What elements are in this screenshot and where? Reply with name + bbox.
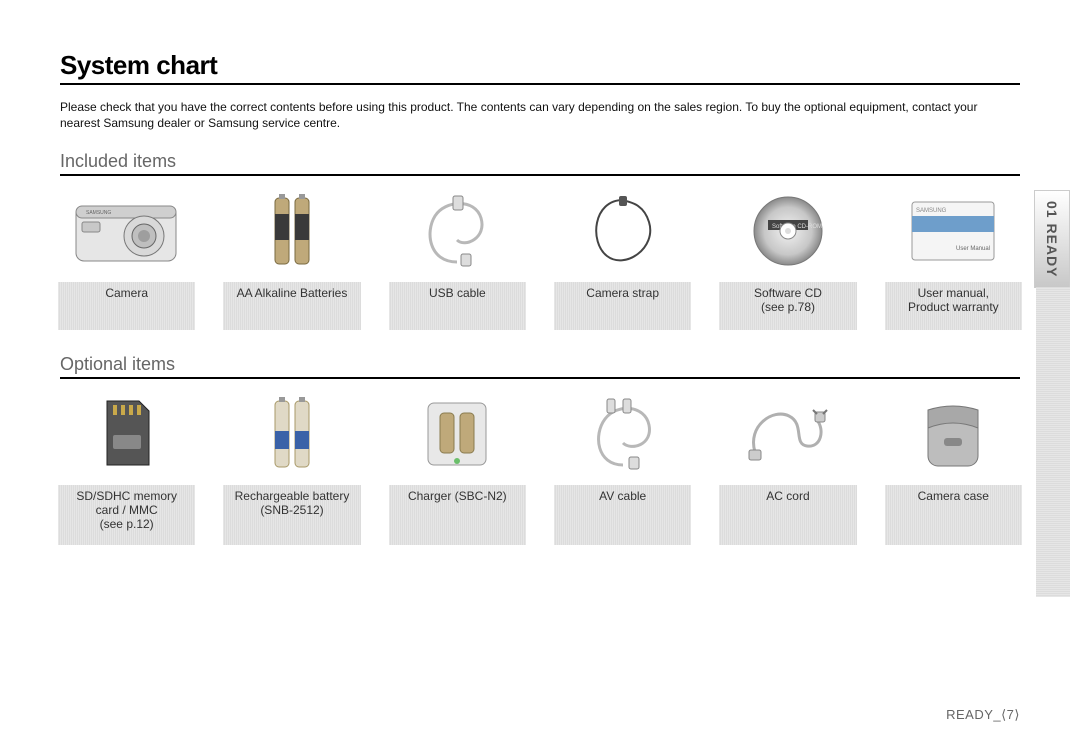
included-row: SAMSUNG Camera AA Alkaline Batteries — [60, 190, 1020, 330]
intro-text: Please check that you have the correct c… — [60, 99, 1020, 131]
item-manual: User Manual SAMSUNG User manual, Product… — [887, 190, 1020, 330]
item-camera: SAMSUNG Camera — [60, 190, 193, 330]
svg-text:SAMSUNG: SAMSUNG — [86, 210, 111, 216]
item-label: USB cable — [389, 282, 526, 330]
optional-row: SD/SDHC memory card / MMC (see p.12) Rec… — [60, 393, 1020, 545]
item-label: Charger (SBC-N2) — [389, 485, 526, 545]
item-ac: AC cord — [721, 393, 854, 545]
item-cd: Software CD-ROM Software CD (see p.78) — [721, 190, 854, 330]
svg-text:SAMSUNG: SAMSUNG — [916, 208, 947, 214]
item-label: User manual, Product warranty — [885, 282, 1022, 330]
item-batteries: AA Alkaline Batteries — [225, 190, 358, 330]
item-usb-cable: USB cable — [391, 190, 524, 330]
item-label: Rechargeable battery (SNB-2512) — [223, 485, 360, 545]
batteries-icon — [267, 190, 317, 272]
item-sd: SD/SDHC memory card / MMC (see p.12) — [60, 393, 193, 545]
page-footer: READY_⟨7⟩ — [946, 707, 1020, 723]
item-label: Camera strap — [554, 282, 691, 330]
side-strip — [1036, 287, 1070, 597]
item-label: SD/SDHC memory card / MMC (see p.12) — [58, 485, 195, 545]
item-label: AV cable — [554, 485, 691, 545]
sd-card-icon — [95, 393, 159, 475]
side-tab-label: 01 READY — [1044, 201, 1060, 277]
cd-icon: Software CD-ROM — [748, 190, 828, 272]
manual-icon: User Manual SAMSUNG — [908, 190, 998, 272]
recharge-batteries-icon — [267, 393, 317, 475]
ac-cord-icon — [743, 393, 833, 475]
item-label: Camera — [58, 282, 195, 330]
included-heading: Included items — [60, 151, 1020, 176]
item-case: Camera case — [887, 393, 1020, 545]
optional-heading: Optional items — [60, 354, 1020, 379]
item-strap: Camera strap — [556, 190, 689, 330]
case-icon — [918, 393, 988, 475]
svg-text:User Manual: User Manual — [956, 246, 990, 252]
svg-text:Software CD-ROM: Software CD-ROM — [772, 224, 822, 230]
page-title: System chart — [60, 50, 1020, 85]
strap-icon — [583, 190, 663, 272]
camera-icon: SAMSUNG — [72, 190, 182, 272]
usb-cable-icon — [417, 190, 497, 272]
item-label: AC cord — [719, 485, 856, 545]
item-label: Software CD (see p.78) — [719, 282, 856, 330]
item-label: Camera case — [885, 485, 1022, 545]
item-av: AV cable — [556, 393, 689, 545]
item-charger: Charger (SBC-N2) — [391, 393, 524, 545]
item-recharge: Rechargeable battery (SNB-2512) — [225, 393, 358, 545]
charger-icon — [418, 393, 496, 475]
av-cable-icon — [583, 393, 663, 475]
item-label: AA Alkaline Batteries — [223, 282, 360, 330]
side-tab: 01 READY — [1034, 190, 1070, 288]
